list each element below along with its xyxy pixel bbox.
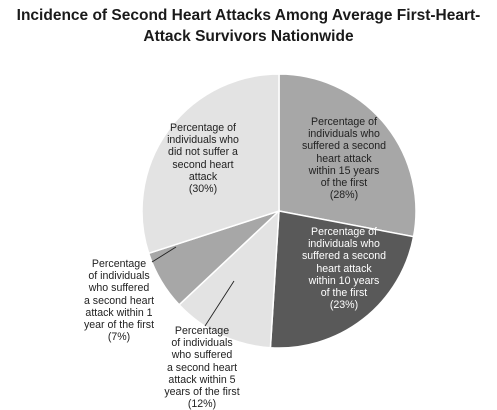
leader-line-7 <box>151 246 177 263</box>
slice-label-23-line: (23%) <box>329 299 359 312</box>
slice-label-12-line: of individuals <box>171 337 233 350</box>
pie-slice-30 <box>141 73 280 255</box>
slice-label-12-line: who suffered <box>171 349 233 362</box>
slice-label-7-line: year of the first <box>83 319 155 332</box>
slice-label-23: Percentage of individuals who suffered a s… <box>280 226 408 311</box>
slice-label-28-line: Percentage of <box>311 116 377 128</box>
pie-chart <box>141 73 417 349</box>
slice-label-28-line: suffered a second <box>301 140 387 153</box>
slice-label-30-line: individuals who <box>167 134 239 147</box>
slice-label-7-line: of individuals <box>88 270 150 283</box>
slice-label-28: Percentage of individuals who suffered a s… <box>280 116 408 201</box>
pie-slice-28 <box>278 73 417 238</box>
slice-label-30: Percentage of individuals who did not suff… <box>148 122 258 195</box>
slice-label-30-line: Percentage of <box>170 122 236 134</box>
slice-label-28-line: of the first <box>320 177 368 190</box>
slice-label-7-line: a second heart <box>83 294 155 307</box>
slice-label-23-line: individuals who <box>308 238 380 251</box>
slice-label-28-line: (28%) <box>329 189 359 202</box>
chart-title-line-2: Attack Survivors Nationwide <box>143 28 354 45</box>
slice-label-12-line: attack within 5 <box>168 373 236 386</box>
slice-label-12-line: years of the first <box>164 386 240 399</box>
pie-slice-12 <box>178 209 280 349</box>
slice-label-7: Percentage of individuals who suffered a se… <box>61 258 177 343</box>
slice-label-30-line: attack <box>188 170 218 183</box>
slice-label-30-line: (30%) <box>188 183 218 196</box>
slice-label-23-line: Percentage of <box>311 226 377 238</box>
slice-label-7-line: (7%) <box>107 331 131 344</box>
slice-label-7-line: Percentage <box>91 258 147 270</box>
slice-label-12-line: (12%) <box>187 398 217 410</box>
slice-label-12-line: Percentage <box>174 325 230 337</box>
slice-label-12: Percentage of individuals who suffered a se… <box>146 325 258 410</box>
slice-label-30-line: did not suffer a <box>168 146 238 159</box>
chart-title: Incidence of Second Heart Attacks Among … <box>0 5 497 47</box>
slice-label-23-line: of the first <box>320 287 368 300</box>
slice-label-28-line: individuals who <box>308 128 380 141</box>
chart-title-line-1: Incidence of Second Heart Attacks Among … <box>16 7 481 24</box>
slice-label-23-line: suffered a second <box>301 250 387 263</box>
slice-label-7-line: attack within 1 <box>85 306 153 319</box>
slice-label-23-line: within 10 years <box>308 274 380 287</box>
slice-label-28-line: within 15 years <box>308 164 380 177</box>
slice-label-30-line: second heart <box>172 158 234 171</box>
slice-label-23-line: heart attack <box>316 262 372 275</box>
slice-label-28-line: heart attack <box>316 152 372 165</box>
slice-label-12-line: a second heart <box>166 361 238 374</box>
pie-slice-23 <box>269 210 415 349</box>
slice-label-7-line: who suffered <box>88 282 150 295</box>
leader-line-12 <box>204 280 235 327</box>
